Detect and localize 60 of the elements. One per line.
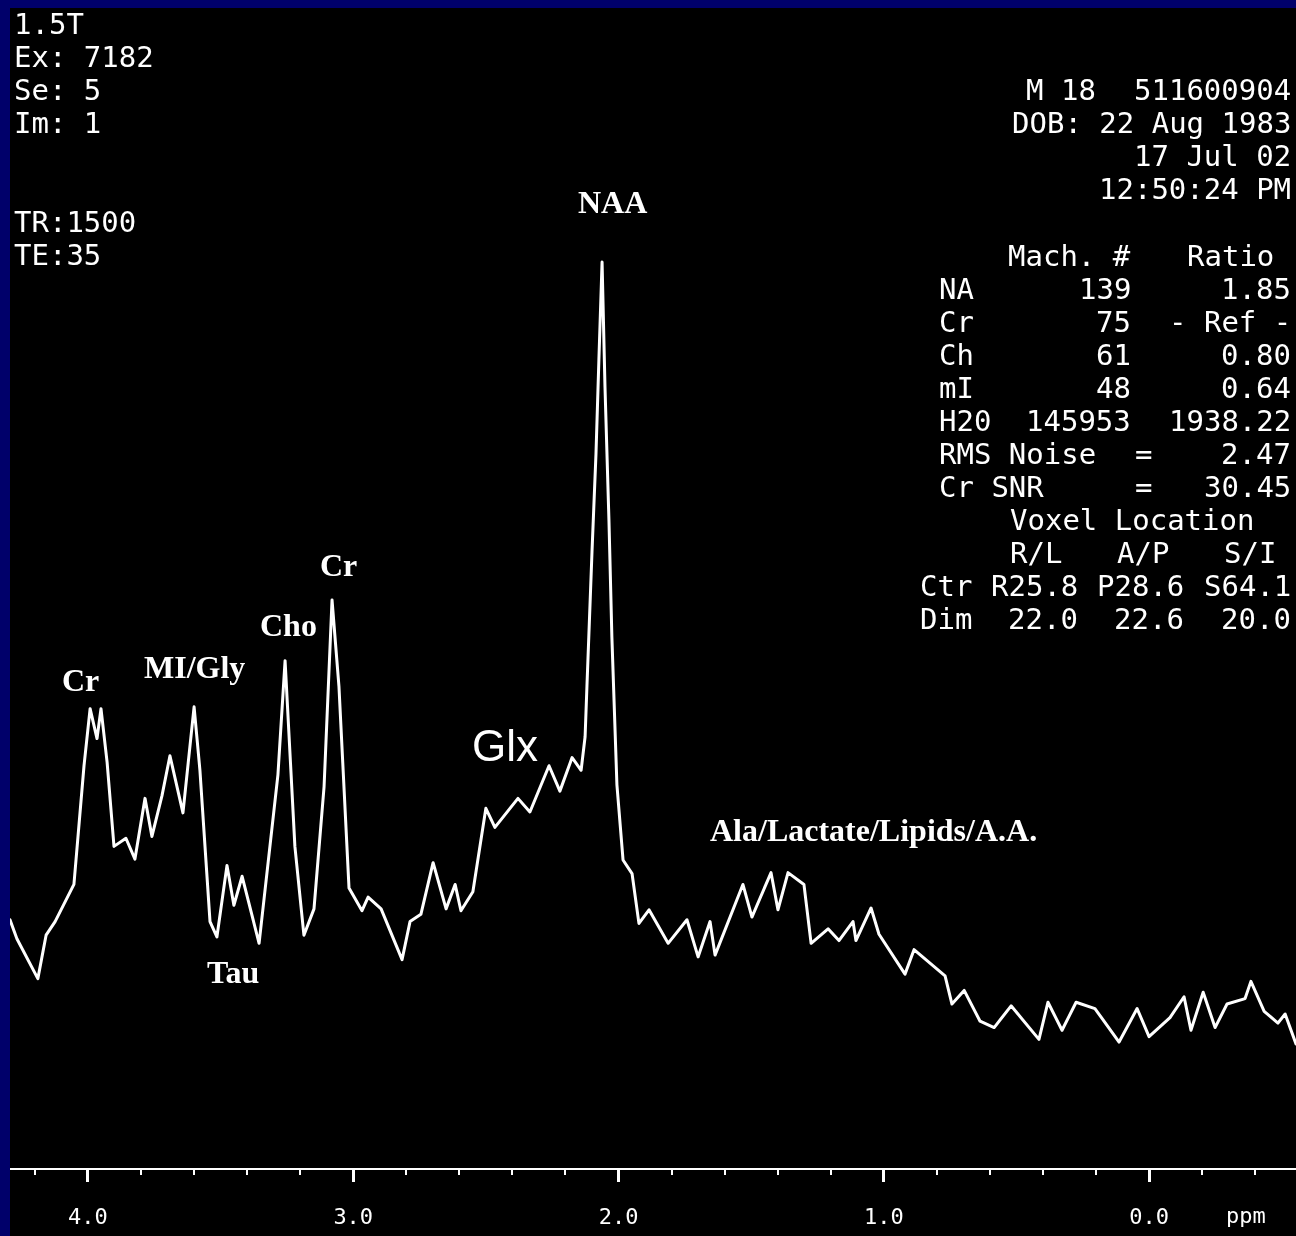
text: Im: 1 — [14, 106, 102, 140]
annotation: S/I — [1224, 536, 1277, 570]
annotation: 61 — [1096, 338, 1131, 372]
annotation: Cho — [260, 607, 317, 643]
annotation: 20.0 — [1221, 602, 1291, 636]
text: TR:1500 — [14, 205, 137, 239]
annotation: Cr — [939, 305, 974, 339]
x-tick-label: 0.0 — [1129, 1204, 1169, 1230]
annotation: TE:35 — [14, 238, 102, 272]
text: 1.5T — [14, 7, 84, 41]
text: 511600904 — [1134, 73, 1292, 107]
text: 12:50:24 PM — [1099, 172, 1292, 206]
text: M 18 — [1026, 73, 1096, 107]
annotation: 22.6 — [1114, 602, 1184, 636]
annotation: = — [1135, 437, 1153, 471]
annotation: Cr — [320, 547, 358, 583]
annotation: R/L — [1010, 536, 1063, 570]
annotation: MI/Gly — [144, 649, 246, 685]
annotation: 22.0 — [1008, 602, 1078, 636]
annotation: Voxel Location — [1010, 503, 1255, 537]
annotation: 1.85 — [1221, 272, 1291, 306]
annotation: Ch — [939, 338, 974, 372]
annotation: Dim — [920, 602, 973, 636]
text: DOB: 22 Aug 1983 — [1012, 106, 1292, 140]
annotation: H20 — [939, 404, 992, 438]
annotation: P28.6 — [1097, 569, 1185, 603]
text: Se: 5 — [14, 73, 102, 107]
annotation: 0.80 — [1221, 338, 1291, 372]
annotation: 2.47 — [1221, 437, 1291, 471]
annotation: Ctr — [920, 569, 973, 603]
annotation: - Ref - — [1169, 305, 1292, 339]
annotation: 0.64 — [1221, 371, 1291, 405]
x-tick-label: 1.0 — [863, 1204, 904, 1230]
annotation: Tau — [207, 954, 260, 990]
annotation: Mach. # — [1008, 239, 1131, 273]
annotation: NA — [939, 272, 974, 306]
annotation: Cr — [62, 662, 100, 698]
x-tick-label: 3.0 — [333, 1204, 374, 1230]
text: Ex: 7182 — [14, 40, 154, 74]
annotation: A/P — [1117, 536, 1170, 570]
annotation: 30.45 — [1204, 470, 1292, 504]
annotation: = — [1135, 470, 1153, 504]
x-tick-label: 4.0 — [68, 1204, 108, 1230]
annotation: 48 — [1096, 371, 1131, 405]
annotation: S64.1 — [1204, 569, 1292, 603]
annotation: 145953 — [1026, 404, 1131, 438]
annotation: 75 — [1096, 305, 1131, 339]
annotation: NAA — [578, 184, 648, 220]
annotation: Glx — [472, 721, 538, 770]
annotation: Ratio — [1187, 239, 1275, 273]
annotation: Ala/Lactate/Lipids/A.A. — [710, 812, 1038, 848]
annotation: Cr SNR — [939, 470, 1045, 504]
annotation: 139 — [1079, 272, 1132, 306]
text: 17 Jul 02 — [1134, 139, 1292, 173]
annotation: 1938.22 — [1169, 404, 1292, 438]
x-tick-label: 2.0 — [598, 1204, 639, 1230]
annotation: mI — [939, 371, 974, 405]
annotation: RMS Noise — [939, 437, 1097, 471]
x-axis-title: ppm — [1226, 1203, 1266, 1228]
annotation: R25.8 — [991, 569, 1079, 603]
